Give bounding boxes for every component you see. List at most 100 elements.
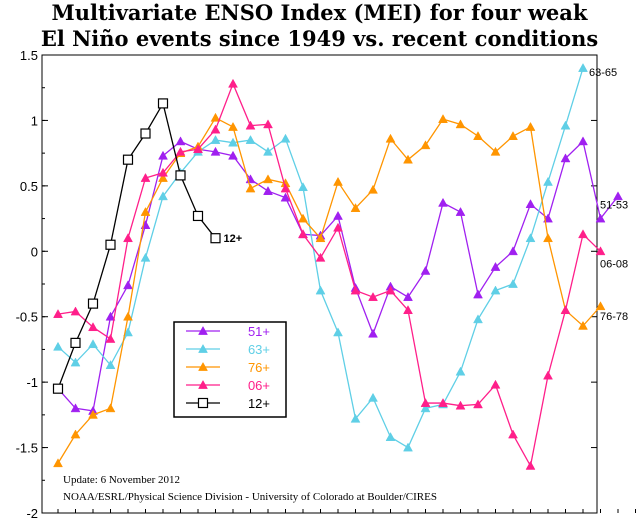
legend-label: 76+ [248, 360, 270, 375]
data-point-marker [595, 301, 606, 311]
data-point-marker [613, 191, 623, 201]
data-point-marker [210, 146, 221, 156]
data-point-marker [175, 146, 186, 156]
data-point-marker [385, 432, 396, 441]
chart-title-line-2: El Niño events since 1949 vs. recent con… [40, 26, 599, 51]
data-point-marker [245, 135, 256, 144]
y-tick-label: 1 [31, 113, 38, 128]
series-end-label: 63-65 [589, 67, 617, 79]
data-point-marker [210, 233, 221, 244]
data-point-marker [455, 119, 466, 129]
data-point-marker [508, 278, 518, 288]
data-point-marker [140, 172, 151, 182]
data-point-marker [490, 285, 501, 295]
data-point-marker [315, 233, 326, 243]
data-point-marker [88, 409, 98, 419]
x-axis-ticks [57, 509, 636, 513]
y-axis: 1.5 1 0.5 0 -0.5 -1 -1.5 -2 [16, 48, 597, 521]
y-tick-label: -0.5 [16, 310, 38, 325]
data-point-marker [158, 172, 168, 182]
data-point-marker [105, 311, 116, 321]
data-point-marker [198, 379, 208, 389]
series-06-plus [53, 78, 606, 470]
data-point-marker [228, 150, 238, 160]
data-point-marker [455, 207, 466, 216]
data-point-marker [70, 357, 81, 367]
legend-label: 51+ [248, 324, 270, 339]
data-point-marker [333, 176, 343, 186]
data-point-marker [175, 170, 186, 181]
data-point-marker [140, 128, 151, 139]
data-point-marker [210, 135, 221, 144]
data-point-marker [158, 191, 168, 201]
data-point-marker [245, 120, 256, 130]
data-point-marker [228, 137, 238, 147]
data-point-marker [333, 210, 343, 220]
data-point-marker [368, 328, 378, 338]
data-point-marker [87, 298, 99, 309]
data-point-marker [438, 197, 448, 207]
data-point-marker [333, 327, 343, 337]
legend-label: 12+ [248, 396, 270, 411]
data-point-marker [192, 210, 204, 222]
data-point-marker [438, 398, 448, 407]
data-point-marker [298, 229, 308, 239]
data-point-marker [578, 136, 588, 146]
data-point-marker [53, 341, 63, 351]
data-point-marker [53, 458, 63, 468]
data-point-marker [280, 133, 291, 143]
series-76-plus [53, 112, 606, 468]
data-point-marker [245, 183, 256, 193]
data-point-marker [420, 403, 431, 413]
data-point-marker [158, 150, 168, 160]
data-point-marker [193, 144, 203, 154]
data-point-marker [123, 233, 133, 243]
data-point-marker [525, 199, 536, 209]
data-point-marker [560, 153, 571, 163]
data-point-marker [198, 325, 208, 335]
data-point-marker [403, 305, 413, 315]
data-point-marker [403, 442, 413, 452]
y-tick-label: 1.5 [20, 48, 38, 63]
data-point-marker [403, 292, 413, 301]
series-end-label: 76-78 [600, 311, 628, 323]
y-tick-label: -1 [26, 375, 38, 390]
y-tick-label: -2 [26, 506, 38, 521]
data-point-marker [350, 413, 361, 423]
data-point-marker [368, 184, 378, 194]
data-point-marker [473, 314, 483, 324]
data-point-marker [508, 246, 518, 256]
data-point-marker [70, 306, 81, 316]
data-point-marker [88, 339, 98, 349]
data-point-marker [157, 98, 169, 109]
y-tick-label: 0 [31, 244, 38, 259]
data-point-marker [578, 229, 588, 239]
data-point-marker [210, 124, 221, 134]
data-point-marker [122, 154, 134, 165]
data-point-marker [210, 112, 221, 122]
legend: 51+ 63+ 76+ 06+ 12+ [173, 321, 287, 418]
data-point-marker [315, 252, 326, 262]
data-point-marker [88, 322, 98, 332]
data-point-marker [595, 213, 606, 223]
data-point-marker [140, 252, 151, 262]
legend-entry: 12+ [186, 396, 270, 411]
data-point-marker [105, 360, 116, 369]
series-end-label: 51-53 [600, 199, 628, 211]
data-point-marker [280, 183, 291, 193]
series-end-labels: 51-53 63-65 76-78 06-08 12+ [224, 67, 629, 323]
legend-entry: 06+ [186, 378, 270, 393]
data-point-marker [263, 174, 273, 184]
data-point-marker [228, 78, 238, 88]
data-point-marker [197, 397, 209, 409]
data-point-marker [490, 261, 501, 271]
data-point-marker [263, 146, 273, 156]
series-12-plus [52, 98, 221, 394]
data-point-marker [228, 121, 238, 131]
data-point-marker [350, 203, 361, 212]
data-point-marker [198, 343, 208, 353]
data-point-marker [508, 429, 518, 439]
legend-entry: 76+ [186, 360, 270, 375]
data-point-marker [403, 154, 413, 164]
